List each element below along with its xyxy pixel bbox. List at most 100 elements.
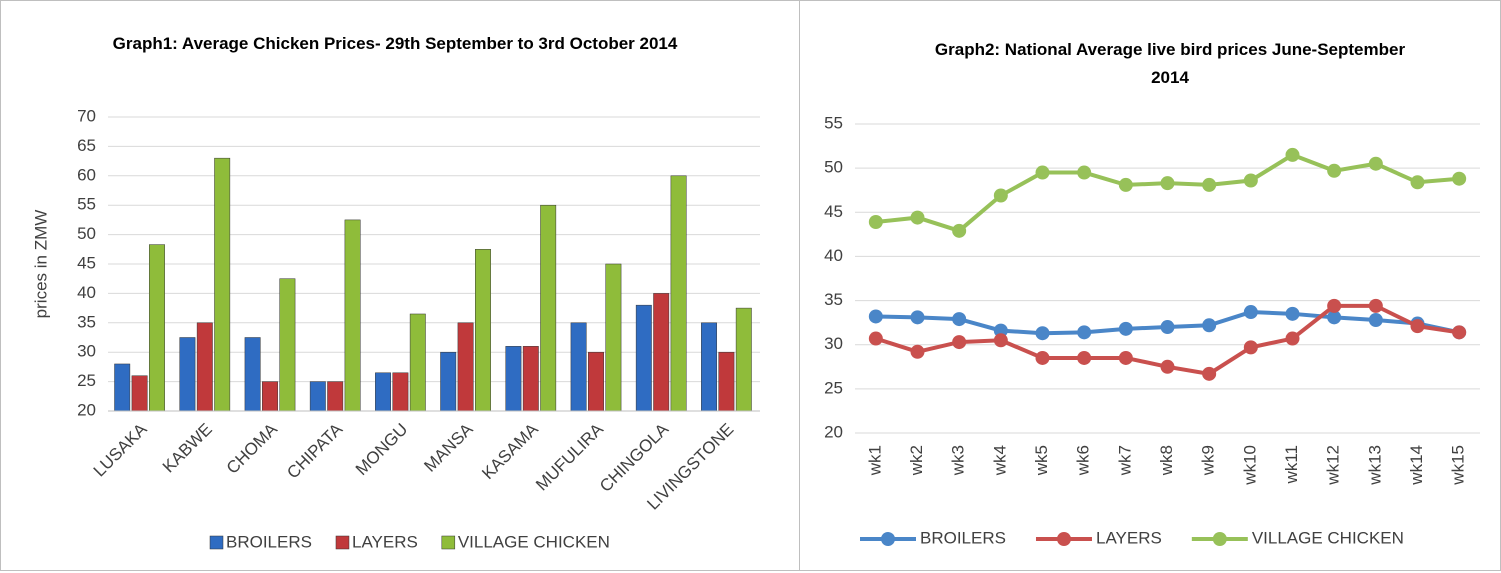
marker [1118,177,1133,192]
legend-label: LAYERS [352,532,418,551]
marker [1327,163,1342,178]
bar [605,263,622,412]
bar [327,381,344,412]
marker [1118,350,1133,365]
marker [868,309,883,324]
bar [670,175,687,412]
x-tick-label: wk4 [990,445,1009,476]
marker [910,344,925,359]
bar [540,204,557,412]
marker [993,188,1008,203]
x-tick-label: wk8 [1157,445,1176,476]
x-tick-label: wk12 [1324,445,1343,486]
y-tick-label: 25 [824,378,843,397]
bar [262,381,278,412]
y-tick-label: 30 [824,334,843,353]
marker [1327,310,1342,325]
y-tick-label: 55 [77,195,96,214]
marker [952,312,967,327]
bar [244,337,261,412]
marker [1202,318,1217,333]
marker [1243,173,1258,188]
x-tick-label: wk6 [1074,445,1093,476]
bar [440,351,457,412]
bar [735,307,752,412]
x-tick-label: MANSA [420,419,477,476]
marker [1243,340,1258,355]
marker [1410,175,1425,190]
marker [1160,176,1175,191]
x-tick-label: wk7 [1115,445,1134,476]
marker [1452,171,1467,186]
legend-swatch [441,535,456,550]
legend-label: VILLAGE CHICKEN [1252,528,1404,547]
bar [149,244,165,412]
y-tick-label: 20 [824,422,843,441]
marker [910,310,925,325]
bar [196,322,213,412]
bar [214,157,231,412]
marker [952,335,967,350]
marker [1077,165,1092,180]
x-tick-label: LUSAKA [90,419,151,480]
legend-label: BROILERS [920,528,1006,547]
marker [868,214,883,229]
bar [179,337,196,412]
marker [1077,325,1092,340]
x-tick-label: wk15 [1449,445,1468,486]
y-tick-label: 55 [824,113,843,132]
y-tick-label: 35 [824,290,843,309]
marker [993,333,1008,348]
marker [1243,305,1258,320]
x-tick-label: KASAMA [478,419,542,483]
legend-swatch [335,535,350,550]
y-tick-label: 60 [77,165,96,184]
legend-marker [1056,532,1071,546]
marker [1160,359,1175,374]
marker [1327,298,1342,313]
bar [588,351,604,412]
marker [1118,321,1133,336]
x-tick-label: CHIPATA [283,419,346,482]
marker [1160,320,1175,335]
marker [868,331,883,346]
y-tick-label: 30 [77,342,96,361]
y-tick-label: 70 [77,106,96,125]
y-tick-label: 50 [824,158,843,177]
chart-title: Graph1: Average Chicken Prices- 29th Sep… [112,34,678,53]
legend-swatch [209,535,224,550]
marker [1368,156,1383,171]
marker [1202,366,1217,381]
x-tick-label: wk10 [1240,445,1259,486]
bar [635,304,652,412]
x-tick-label: wk1 [865,445,884,476]
bar [718,351,735,412]
x-tick-label: wk13 [1365,445,1384,486]
x-tick-label: wk14 [1407,445,1426,486]
bar [409,313,426,412]
legend-label: BROILERS [226,532,312,551]
bar [653,293,670,412]
legend-marker [881,532,895,546]
bar [522,346,539,412]
marker [1202,177,1217,192]
marker [1285,147,1300,162]
bar [375,372,391,412]
y-tick-label: 50 [77,224,96,243]
y-tick-label: 45 [824,202,843,221]
marker [1035,350,1050,365]
marker [1410,319,1425,334]
bar [457,322,474,412]
marker [1368,298,1383,313]
chart-title: Graph2: National Average live bird price… [934,40,1406,87]
x-tick-label: wk5 [1032,445,1051,476]
y-tick-label: 35 [77,312,96,331]
legend-label: LAYERS [1096,528,1162,547]
y-tick-label: 65 [77,136,96,155]
x-tick-label: wk3 [949,445,968,476]
marker [910,210,925,225]
bar [475,249,491,412]
marker [1285,331,1300,346]
